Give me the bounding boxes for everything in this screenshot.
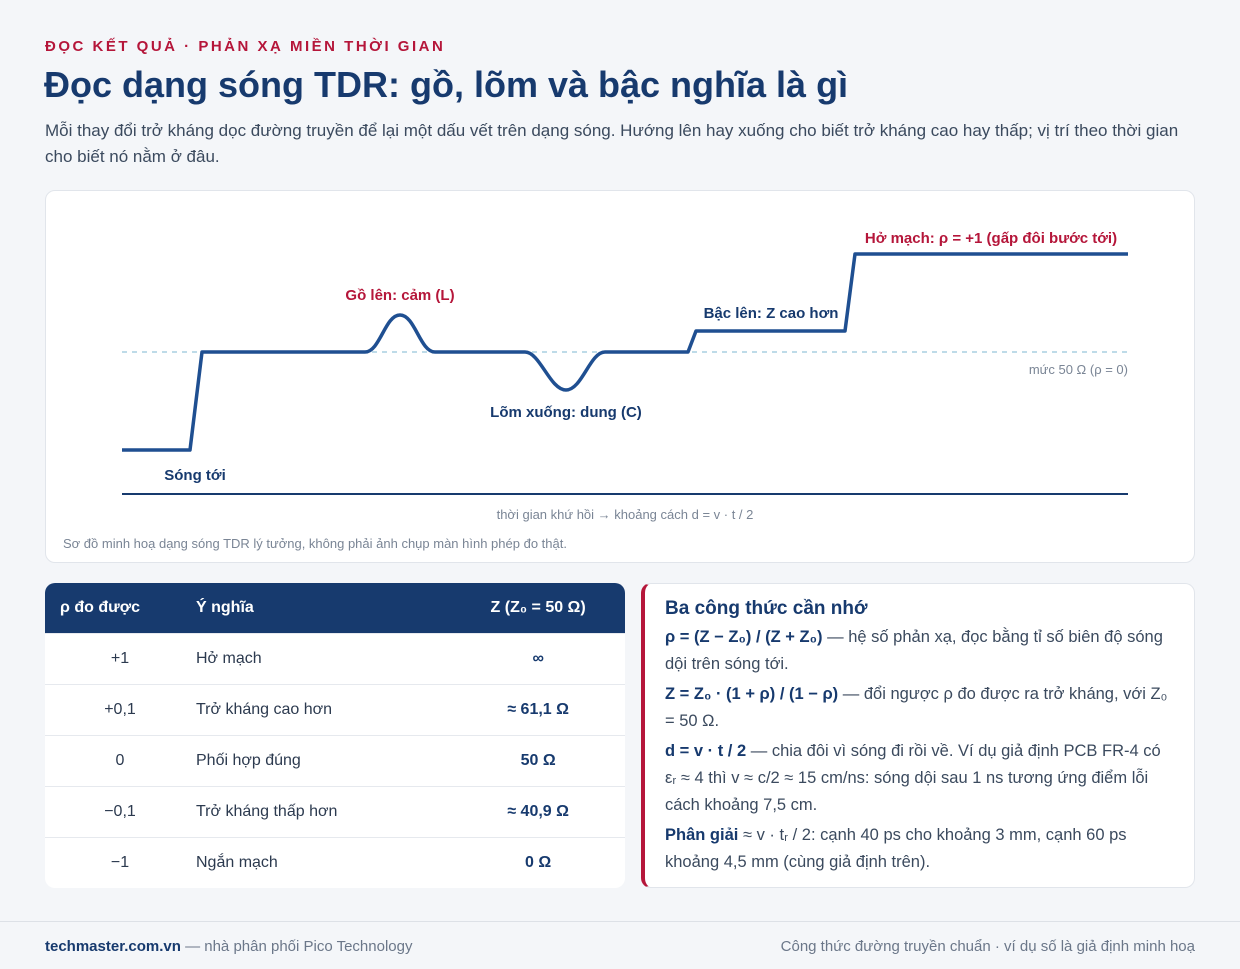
- footer: techmaster.com.vn — nhà phân phối Pico T…: [0, 921, 1240, 955]
- table-row: +0,1 Trở kháng cao hơn ≈ 61,1 Ω: [45, 683, 625, 735]
- table-cell: Phối hợp đúng: [195, 734, 452, 786]
- formula-text: — chia đôi vì sóng đi rồi về. Ví dụ giả …: [665, 742, 1161, 814]
- formula-list: ρ = (Z − Z₀) / (Z + Z₀) — hệ số phản xạ,…: [665, 624, 1174, 876]
- column-header: Ý nghĩa: [195, 583, 452, 633]
- footer-right: Công thức đường truyền chuẩn · ví dụ số …: [780, 938, 1195, 955]
- table-cell: −1: [45, 836, 195, 888]
- table-cell: +0,1: [45, 683, 195, 735]
- formula: Z = Z₀ · (1 + ρ) / (1 − ρ): [665, 685, 839, 703]
- formula-card: Ba công thức cần nhớ ρ = (Z − Z₀) / (Z +…: [641, 583, 1195, 888]
- label-step: Bậc lên: Z cao hơn: [704, 305, 839, 322]
- table: ρ đo được Ý nghĩa Z (Z₀ = 50 Ω) +1 Hở mạc…: [45, 583, 625, 888]
- table-cell: 0 Ω: [451, 836, 625, 888]
- table-cell: 50 Ω: [451, 734, 625, 786]
- formula: d = v · t / 2: [665, 742, 747, 760]
- table-cell: +1: [45, 632, 195, 684]
- diagram: Hở mạch: ρ = +1 (gấp đôi bước tới) Gồ lê…: [63, 230, 1128, 551]
- table-cell: Trở kháng thấp hơn: [195, 785, 452, 837]
- table-row: −1 Ngắn mạch 0 Ω: [45, 836, 625, 888]
- diagram-note: Sơ đồ minh hoạ dạng sóng TDR lý tưởng, k…: [63, 536, 567, 551]
- table-cell: Ngắn mạch: [195, 836, 452, 888]
- formula-item: Z = Z₀ · (1 + ρ) / (1 − ρ) — đổi ngược ρ…: [665, 681, 1174, 735]
- table-row: 0 Phối hợp đúng 50 Ω: [45, 734, 625, 786]
- eyebrow: ĐỌC KẾT QUẢ · PHẢN XẠ MIỀN THỜI GIAN: [45, 38, 446, 55]
- table-row: +1 Hở mạch ∞: [45, 632, 625, 684]
- formula-text: ≈ v · tᵣ / 2: cạnh 40 ps cho khoảng 3 mm…: [665, 826, 1127, 871]
- footer-left: techmaster.com.vn — nhà phân phối Pico T…: [45, 938, 412, 955]
- table-header: ρ đo được Ý nghĩa Z (Z₀ = 50 Ω): [45, 583, 625, 633]
- column-header: Z (Z₀ = 50 Ω): [451, 583, 625, 633]
- table-cell: ≈ 40,9 Ω: [451, 785, 625, 837]
- table-cell: ∞: [451, 632, 625, 684]
- footer-brand: techmaster.com.vn: [45, 938, 181, 955]
- table-cell: ≈ 61,1 Ω: [451, 683, 625, 735]
- subtitle: Mỗi thay đổi trở kháng dọc đường truyền …: [45, 121, 1179, 166]
- diagram-card: Hở mạch: ρ = +1 (gấp đôi bước tới) Gồ lê…: [45, 190, 1195, 563]
- label-dip: Lõm xuống: dung (C): [490, 404, 642, 421]
- footer-tagline: — nhà phân phối Pico Technology: [185, 938, 413, 955]
- table-cell: Trở kháng cao hơn: [195, 683, 452, 735]
- label-incident: Sóng tới: [164, 467, 226, 484]
- column-header: ρ đo được: [45, 583, 195, 633]
- table-card: ρ đo được Ý nghĩa Z (Z₀ = 50 Ω) +1 Hở mạc…: [45, 583, 625, 888]
- formula-text: — hệ số phản xạ, đọc bằng tỉ số biên độ …: [665, 628, 1163, 673]
- formula: ρ = (Z − Z₀) / (Z + Z₀): [665, 628, 823, 646]
- formula-item: Phân giải ≈ v · tᵣ / 2: cạnh 40 ps cho k…: [665, 822, 1174, 876]
- table-cell: 0: [45, 734, 195, 786]
- table-cell: Hở mạch: [195, 632, 452, 684]
- waveform: [122, 252, 1128, 452]
- formula-text: — đổi ngược ρ đo được ra trở kháng, với …: [665, 685, 1168, 730]
- axis-label: thời gian khứ hồi → khoảng cách d = v · …: [497, 507, 754, 522]
- title: Đọc dạng sóng TDR: gồ, lõm và bậc nghĩa …: [44, 64, 849, 105]
- table-cell: −0,1: [45, 785, 195, 837]
- formula-title: Ba công thức cần nhớ: [665, 598, 868, 619]
- formula: Phân giải: [665, 826, 739, 844]
- label-bump: Gồ lên: cảm (L): [345, 287, 454, 304]
- label-reference: mức 50 Ω (ρ = 0): [1029, 362, 1128, 377]
- label-open: Hở mạch: ρ = +1 (gấp đôi bước tới): [865, 230, 1117, 247]
- formula-item: d = v · t / 2 — chia đôi vì sóng đi rồi …: [665, 738, 1174, 819]
- formula-item: ρ = (Z − Z₀) / (Z + Z₀) — hệ số phản xạ,…: [665, 624, 1174, 678]
- table-row: −0,1 Trở kháng thấp hơn ≈ 40,9 Ω: [45, 785, 625, 837]
